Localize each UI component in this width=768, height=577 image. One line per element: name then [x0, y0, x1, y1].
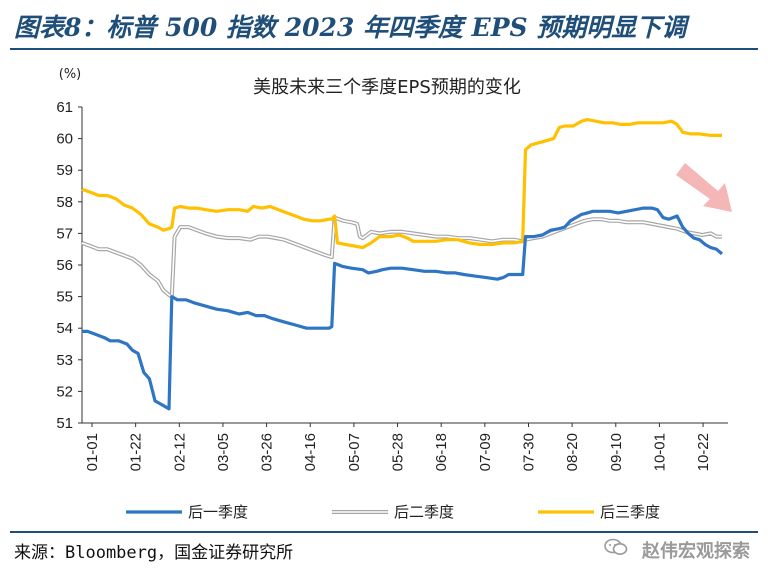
x-tick-label: 06-18 [433, 433, 450, 471]
axes: 51 52 53 54 55 56 57 58 59 60 61 01-01 01-22 02-12 03-… [56, 99, 728, 471]
x-tick-label: 03-26 [259, 433, 276, 471]
y-tick-label: 54 [56, 320, 73, 337]
legend: 后一季度 后二季度 后三季度 [126, 503, 660, 521]
bottom-rule [10, 531, 758, 533]
chart-title: 美股未来三个季度EPS预期的变化 [253, 77, 521, 98]
y-tick-label: 52 [56, 383, 73, 400]
source-note: 来源：Bloomberg，国金证券研究所 [14, 543, 294, 563]
y-tick-label: 58 [56, 194, 73, 211]
y-tick-label: 60 [56, 131, 73, 148]
legend-label: 后三季度 [600, 503, 660, 521]
x-tick-label: 08-20 [564, 433, 581, 471]
x-tick-label: 10-22 [695, 433, 712, 471]
x-tick-label: 04-16 [302, 433, 319, 471]
wechat-icon [604, 538, 628, 555]
y-axis-unit: (%) [59, 67, 82, 82]
x-tick-label: 01-01 [84, 433, 101, 471]
figure-title: 图表8：标普 500 指数 2023 年四季度 EPS 预期明显下调 [14, 13, 687, 42]
series-line-q3 [81, 118, 722, 250]
x-tick-label: 09-10 [608, 433, 625, 471]
series-line-q1 [82, 206, 724, 411]
x-tick-label: 10-01 [651, 433, 668, 471]
x-tick-label: 05-07 [346, 433, 363, 471]
x-tick-label: 03-05 [215, 433, 232, 471]
chart: 美股未来三个季度EPS预期的变化 (%) 51 52 53 54 55 56 57 58 59 6… [56, 67, 732, 521]
x-tick-label: 07-30 [520, 433, 537, 471]
x-tick-label: 02-12 [171, 433, 188, 471]
y-tick-label: 51 [56, 415, 73, 432]
watermark: 赵伟宏观探索 [642, 541, 750, 562]
series-line-q2-inner [81, 216, 722, 298]
series-layer [81, 118, 724, 411]
legend-label: 后二季度 [394, 503, 454, 521]
arrow-down-right-icon [676, 163, 732, 212]
y-tick-label: 59 [56, 162, 73, 179]
title-rule [10, 48, 758, 50]
x-tick-label: 05-28 [390, 433, 407, 471]
legend-label: 后一季度 [188, 503, 248, 521]
y-tick-label: 56 [56, 257, 73, 274]
y-tick-label: 55 [56, 289, 73, 306]
x-tick-label: 07-09 [477, 433, 494, 471]
y-tick-label: 57 [56, 225, 73, 242]
y-tick-label: 53 [56, 352, 73, 369]
y-tick-label: 61 [56, 99, 73, 116]
x-tick-label: 01-22 [128, 433, 145, 471]
